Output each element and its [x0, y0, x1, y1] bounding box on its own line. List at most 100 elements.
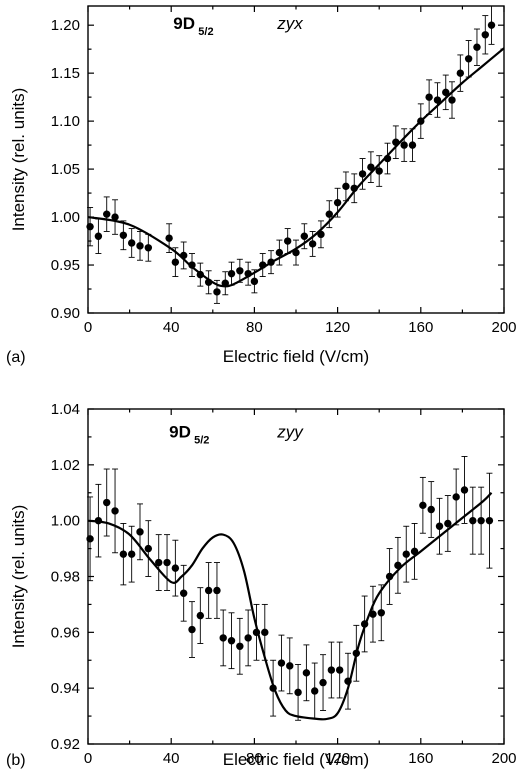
- panel-b-data-point: [196, 611, 205, 620]
- panel-a-x-tick-label: 160: [408, 319, 433, 336]
- panel-a-x-tick-label: 0: [84, 319, 92, 336]
- panel-b-data-point: [427, 505, 435, 514]
- panel-a-x-tick-label: 40: [163, 319, 180, 336]
- panel-b-data-point: [327, 666, 336, 674]
- panel-b-data-point: [244, 634, 252, 642]
- panel-b-data-point: [188, 625, 196, 634]
- panel-b-data-point: [286, 662, 294, 670]
- panel-a-data-point: [213, 288, 221, 296]
- panel-a-state-subscript: 5/2: [198, 26, 213, 38]
- panel-b-data-point: [410, 547, 419, 556]
- panel-b-data-point: [179, 589, 188, 597]
- panel-b-data-point: [111, 507, 119, 515]
- panel-a-data-point: [275, 248, 284, 257]
- panel-a-data-point: [442, 88, 450, 97]
- panel-b-y-tick-label: 1.00: [51, 513, 80, 530]
- panel-b: 0 40 80 120 160 200 0.92 0.94 0.96 0.98 1.00 1.02 1.…: [6, 401, 517, 769]
- panel-a-y-tick-label: 1.05: [51, 161, 80, 178]
- panel-b-data-point: [171, 564, 180, 572]
- panel-b-y-axis-title: Intensity (rel. units): [9, 505, 28, 649]
- panel-b-polarization-label: zyy: [276, 422, 304, 441]
- panel-b-x-tick-label: 80: [246, 750, 263, 767]
- panel-b-data-point: [460, 486, 469, 494]
- panel-a-x-tick-label: 80: [246, 319, 263, 336]
- panel-b-data-point: [236, 642, 244, 650]
- panel-a-data-point: [236, 267, 244, 275]
- panel-b-y-tick-label: 1.04: [51, 401, 80, 418]
- panel-a-polarization-label: zyx: [276, 14, 303, 33]
- panel-a-data-point: [473, 43, 481, 51]
- panel-b-data-point: [155, 558, 163, 567]
- panel-a-data-point: [425, 93, 433, 101]
- panel-b-data-point: [302, 669, 311, 677]
- panel-b-data-point: [119, 550, 128, 558]
- panel-a-data-point: [171, 258, 180, 266]
- panel-a-data-point: [144, 244, 153, 252]
- panel-b-x-tick-label: 120: [325, 750, 350, 767]
- panel-a-fit-curve: [88, 47, 504, 288]
- panel-b-data-point: [261, 628, 269, 637]
- panel-a-y-tick-label: 0.95: [51, 257, 80, 274]
- panel-a-data-point: [464, 55, 473, 63]
- panel-b-panel-label: (b): [6, 752, 26, 769]
- panel-b-y-tick-label: 0.96: [51, 624, 80, 641]
- panel-b-data-point: [227, 637, 236, 645]
- panel-b-x-tick-label: 0: [84, 750, 92, 767]
- panel-a-data-point: [333, 198, 342, 207]
- panel-a-data-point: [408, 141, 417, 149]
- panel-a-data-point: [127, 239, 136, 247]
- panel-b-x-tick-label: 40: [163, 750, 180, 767]
- panel-b-data-point: [419, 501, 427, 510]
- panel-b-data-point: [219, 634, 227, 642]
- panel-b-y-tick-label: 0.98: [51, 569, 80, 586]
- panel-a-y-axis-title: Intensity (rel. units): [9, 88, 28, 232]
- panel-a-data-point: [358, 170, 367, 178]
- panel-a-data-point: [119, 231, 128, 239]
- panel-b-data-point: [335, 666, 344, 674]
- panel-b-data-point: [213, 586, 221, 595]
- panel-a-data-point: [433, 96, 442, 104]
- panel-a-data-point: [367, 163, 375, 171]
- panel-a-data-point: [227, 269, 236, 278]
- panel-a-data-point: [308, 240, 317, 248]
- panel-b-data-point: [402, 550, 410, 558]
- panel-a-y-tick-label: 0.90: [51, 305, 80, 322]
- panel-a-data-point: [250, 277, 259, 286]
- panel-a-data-point: [136, 242, 144, 250]
- panel-b-y-tick-label: 0.94: [51, 680, 80, 697]
- panel-b-data-point: [469, 516, 477, 525]
- panel-a-plot-frame: [87, 5, 505, 314]
- panel-b-data-point: [435, 522, 444, 530]
- panel-b-data-point: [485, 516, 494, 525]
- panel-b-y-tick-label: 1.02: [51, 457, 80, 474]
- panel-a-data-point: [400, 141, 408, 149]
- panel-a-x-tick-label: 200: [491, 319, 516, 336]
- panel-a-y-tick-label: 1.10: [51, 113, 80, 130]
- panel-b-fit-curve: [88, 491, 493, 721]
- panel-b-state-label: 9D: [169, 422, 191, 441]
- panel-a-data-point: [111, 213, 119, 221]
- panel-a-data-point: [94, 232, 103, 240]
- panel-b-state-subscript: 5/2: [194, 434, 209, 446]
- panel-b-data-point: [477, 516, 485, 525]
- panel-a-data-point: [86, 222, 94, 231]
- panel-a-y-tick-label: 1.20: [51, 17, 80, 34]
- panel-b-data-point: [163, 558, 171, 567]
- panel-a-data-point: [283, 237, 292, 245]
- panel-a-data-point: [487, 21, 496, 29]
- panel-b-data-point: [86, 535, 94, 543]
- panel-b-x-axis-title: Electric field (V/cm): [223, 750, 369, 769]
- panel-b-data-point: [144, 544, 153, 553]
- panel-a-data-point: [375, 167, 383, 175]
- panel-b-x-tick-label: 160: [408, 750, 433, 767]
- panel-b-y-tick-label: 0.92: [51, 736, 80, 753]
- panel-a: 0 40 80 120 160 200 0.90 0.95 1.00 1.05 1.10 1.15 1.…: [6, 5, 517, 366]
- panel-a-data-point: [165, 234, 173, 242]
- panel-a-data-point: [456, 69, 465, 77]
- panel-b-x-tick-label: 200: [491, 750, 516, 767]
- panel-b-data-point: [377, 609, 385, 617]
- panel-b-data-point: [103, 498, 111, 507]
- panel-a-data-point: [448, 96, 456, 104]
- panel-b-data-point: [444, 519, 452, 528]
- panel-a-data-point: [342, 182, 350, 191]
